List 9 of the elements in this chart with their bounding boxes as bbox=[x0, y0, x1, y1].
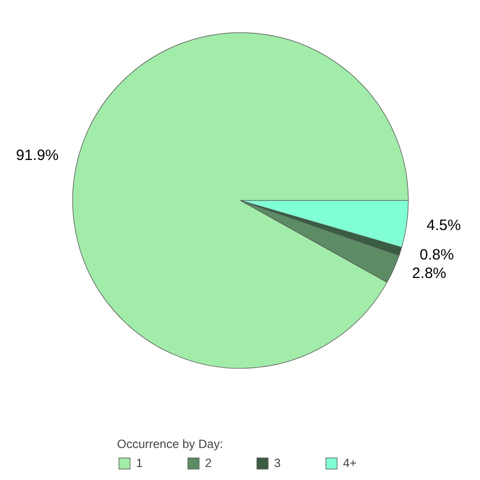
legend-label: 3 bbox=[274, 456, 282, 470]
legend-label: 4+ bbox=[343, 456, 358, 470]
data-label: 91.9% bbox=[16, 146, 59, 164]
legend-label: 2 bbox=[205, 456, 213, 470]
legend-label: 1 bbox=[136, 456, 144, 470]
data-label: 4.5% bbox=[426, 217, 461, 234]
legend-title: Occurrence by Day: bbox=[117, 437, 224, 451]
data-label: 0.8% bbox=[420, 246, 454, 264]
data-label: 2.8% bbox=[412, 265, 446, 282]
